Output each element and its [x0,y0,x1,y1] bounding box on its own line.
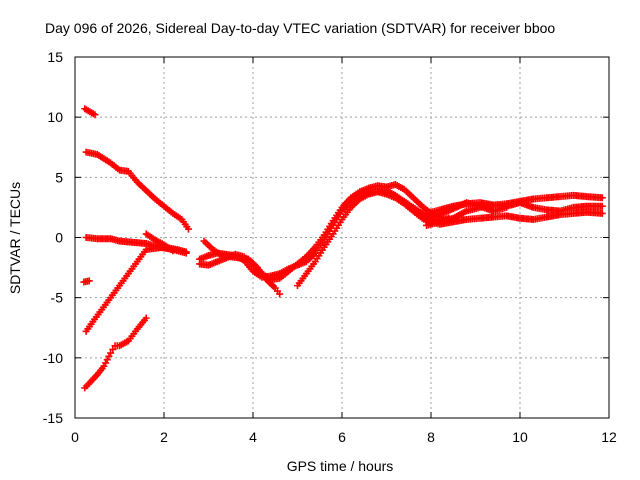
series-track-g [142,230,177,255]
x-tick-label: 8 [427,429,435,445]
data-point [598,209,606,217]
series-track-b [82,148,192,233]
data-point [276,290,284,298]
series-track-o [423,199,511,220]
x-tick-label: 2 [160,429,168,445]
data-point [598,202,606,210]
grid-lines [75,57,609,418]
data-point [91,111,99,119]
data-point [184,225,192,233]
data-point [182,248,190,256]
chart-title: Day 096 of 2026, Sidereal Day-to-day VTE… [45,20,555,36]
x-tick-label: 6 [338,429,346,445]
x-tick-label: 4 [249,429,257,445]
data-point [142,314,150,322]
data-point [169,247,177,255]
data-point [85,277,93,285]
x-tick-label: 12 [601,429,617,445]
y-tick-label: 15 [47,49,63,65]
series-track-e [80,277,93,286]
y-axis-title: SDTVAR / TECUs [7,182,23,294]
data-point [109,345,117,353]
data-point [598,194,606,202]
y-tick-label: -15 [43,410,63,426]
series-track-a [81,105,99,119]
y-tick-label: -5 [51,290,64,306]
axis-ticks: 0 2 4 6 8 10 12 -15 -10 -5 0 5 10 15 [43,49,617,445]
y-tick-label: 5 [55,169,63,185]
x-tick-label: 10 [512,429,528,445]
data-points [80,105,606,392]
series-track-n [423,208,606,228]
y-tick-label: -10 [43,350,63,366]
y-tick-label: 10 [47,109,63,125]
data-point [503,203,511,211]
series-track-k [294,188,435,290]
data-point [107,349,115,357]
x-axis-title: GPS time / hours [287,458,394,474]
y-tick-label: 0 [55,230,63,246]
x-tick-label: 0 [71,429,79,445]
series-track-f [81,314,150,392]
